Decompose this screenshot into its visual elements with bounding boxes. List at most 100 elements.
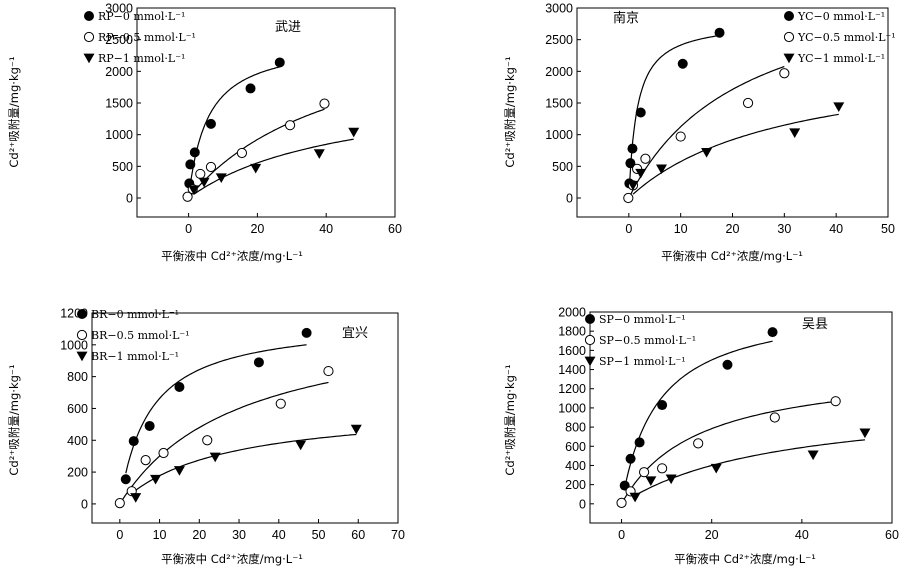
legend-label: SP−0.5 mmol·L⁻¹: [599, 334, 696, 347]
data-point: [144, 420, 155, 431]
legend-marker: [585, 314, 595, 324]
data-point: [215, 173, 227, 183]
data-point: [205, 118, 216, 129]
data-point: [623, 192, 634, 204]
legend-marker: [83, 31, 95, 43]
x-tick-label: 40: [319, 222, 333, 236]
x-tick-label: 50: [881, 222, 895, 236]
fit-curve-3: [634, 439, 866, 497]
y-tick-label: 500: [112, 160, 133, 174]
y-tick-label: 2500: [545, 33, 573, 47]
x-tick-label: 0: [625, 222, 632, 236]
data-point: [236, 147, 248, 159]
y-tick-label: 2500: [105, 33, 133, 47]
data-point: [209, 452, 221, 463]
y-tick-label: 400: [565, 459, 586, 473]
legend-label: SP−0 mmol·L⁻¹: [599, 313, 686, 326]
y-tick-label: 1500: [105, 97, 133, 111]
data-point: [859, 428, 871, 439]
legend-marker: [77, 309, 87, 319]
data-point: [629, 492, 641, 503]
data-point: [655, 164, 667, 175]
plot-frame: [589, 311, 893, 524]
panel-title: 南京: [613, 10, 639, 26]
y-tick-label: 600: [565, 440, 586, 454]
data-point: [319, 98, 330, 109]
x-tick-label: 30: [777, 222, 791, 236]
y-tick-label: 1000: [105, 128, 133, 142]
x-tick-label: 10: [153, 528, 167, 542]
data-point: [188, 185, 200, 195]
fit-curve-2: [119, 381, 329, 505]
data-point: [140, 455, 151, 466]
data-point: [348, 127, 360, 138]
y-tick-label: 200: [67, 466, 88, 480]
data-point: [675, 131, 686, 142]
data-point: [295, 440, 307, 451]
y-tick-label: 0: [566, 192, 573, 206]
y-tick-label: 0: [126, 192, 133, 206]
data-point: [627, 143, 638, 154]
data-point: [253, 357, 264, 368]
data-point: [657, 400, 668, 411]
data-point: [274, 57, 285, 68]
panel-title: 宜兴: [342, 326, 368, 341]
legend-marker: [783, 31, 795, 43]
y-tick-label: 1000: [545, 128, 573, 142]
data-point: [627, 180, 639, 191]
legend-marker: [784, 11, 794, 21]
data-point: [202, 435, 213, 446]
x-tick-label: 30: [232, 528, 246, 542]
data-point: [245, 83, 256, 94]
chart-panel-bottom-right: 0 20 40 60020040060080010001200140016001800…: [503, 306, 899, 567]
data-point: [313, 149, 325, 159]
y-tick-label: 3000: [545, 2, 573, 16]
legend-marker: [76, 351, 88, 362]
fit-curve-2: [621, 400, 836, 505]
y-tick-label: 2000: [545, 65, 573, 79]
data-point: [250, 163, 262, 174]
legend-label: YC−1 mmol·L⁻¹: [797, 52, 885, 65]
x-tick-label: 60: [885, 528, 899, 542]
legend-label: YC−0.5 mmol·L⁻¹: [797, 31, 896, 44]
legend-marker: [584, 334, 596, 346]
data-point: [185, 159, 196, 170]
data-point: [693, 438, 704, 449]
y-axis-label: Cd²⁺吸附量/mg·kg⁻¹: [7, 364, 21, 475]
x-tick-label: 60: [351, 528, 365, 542]
y-axis-label: Cd²⁺吸附量/mg·kg⁻¹: [503, 364, 517, 475]
fit-curve-1: [125, 344, 307, 474]
data-point: [645, 476, 657, 487]
data-point: [635, 107, 646, 118]
chart-panel-top-right: 0 10 20 30 40 50050010001500200025003000平衡液中 …: [503, 2, 896, 264]
fit-curve-1: [628, 34, 720, 188]
plot-frame: [91, 312, 399, 524]
y-tick-label: 2000: [558, 306, 586, 320]
data-point: [114, 498, 125, 509]
x-axis-label: 平衡液中 Cd²⁺浓度/mg·L⁻¹: [161, 249, 303, 263]
x-tick-label: 50: [312, 528, 326, 542]
y-tick-label: 1000: [558, 401, 586, 415]
data-point: [830, 396, 841, 407]
data-point: [722, 359, 733, 370]
data-point: [742, 97, 754, 109]
data-point: [173, 466, 185, 476]
data-point: [789, 128, 801, 138]
x-tick-label: 0: [185, 222, 192, 236]
data-point: [350, 424, 362, 435]
fit-curve-3: [632, 113, 839, 195]
chart-panel-top-left: 0 20 40 60 0 500 1000 1500 2000 2500 3000 平衡液中 Cd²⁺…: [7, 2, 402, 264]
legend-label: YC−0 mmol·L⁻¹: [797, 10, 885, 23]
y-tick-label: 1200: [558, 382, 586, 396]
y-tick-label: 200: [565, 478, 586, 492]
data-point: [638, 467, 650, 478]
data-point: [625, 158, 636, 169]
fit-curve-1: [624, 340, 773, 488]
fit-curve-3: [193, 138, 354, 195]
legend-marker: [783, 53, 795, 64]
data-point: [323, 365, 334, 377]
legend-label: BR−0.5 mmol·L⁻¹: [91, 329, 190, 342]
y-tick-label: 0: [81, 497, 88, 511]
x-tick-label: 20: [705, 528, 719, 542]
fit-curve-1: [188, 66, 280, 193]
